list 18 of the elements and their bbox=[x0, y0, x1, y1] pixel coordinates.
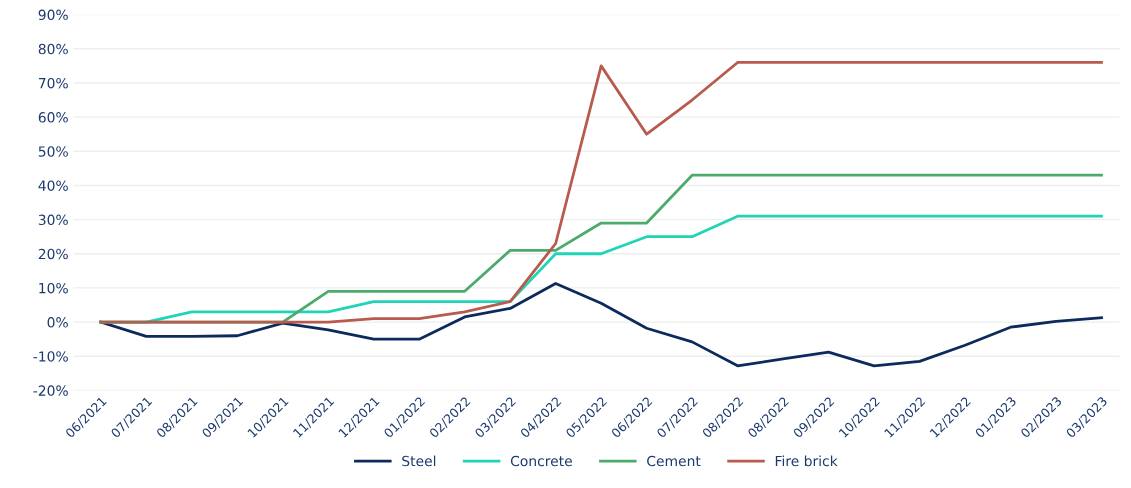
legend-label: Fire brick bbox=[775, 455, 838, 467]
y-tick-label: 60% bbox=[38, 112, 68, 123]
legend-label: Cement bbox=[647, 455, 701, 467]
y-tick-label: -10% bbox=[33, 351, 68, 362]
y-tick-label: 90% bbox=[38, 9, 68, 21]
y-tick-label: 50% bbox=[38, 146, 68, 157]
y-tick-label: 10% bbox=[39, 282, 68, 294]
y-tick-label: -20% bbox=[33, 385, 68, 396]
y-tick-label: 40% bbox=[38, 180, 68, 191]
y-tick-label: 30% bbox=[38, 214, 68, 226]
legend-label: Steel bbox=[402, 455, 436, 467]
y-tick-label: 70% bbox=[38, 77, 68, 89]
y-tick-label: 80% bbox=[38, 43, 68, 55]
y-tick-label: 20% bbox=[38, 248, 68, 260]
line-series bbox=[99, 61, 1103, 324]
legend-label: Concrete bbox=[510, 455, 572, 467]
line-series bbox=[99, 282, 1103, 368]
y-tick-label: 0% bbox=[47, 317, 68, 328]
